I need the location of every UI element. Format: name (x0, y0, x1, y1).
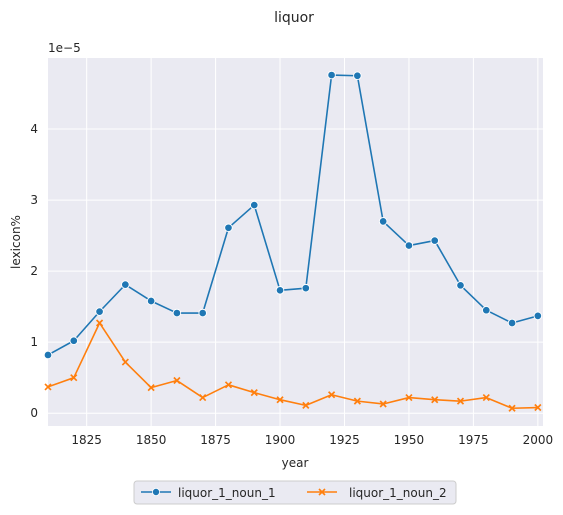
x-tick-label: 1850 (136, 433, 167, 447)
x-tick-label: 1875 (200, 433, 231, 447)
legend-marker-series-1 (152, 488, 159, 495)
data-point (276, 287, 284, 295)
data-point (302, 284, 310, 292)
legend-label-series-1: liquor_1_noun_1 (178, 486, 276, 500)
data-point (122, 281, 130, 289)
data-point (96, 308, 104, 316)
data-point (405, 242, 413, 250)
data-point (225, 224, 233, 232)
data-point (482, 306, 490, 314)
data-point (44, 351, 52, 359)
data-point (147, 297, 155, 305)
data-point (250, 201, 258, 209)
data-point (70, 337, 78, 345)
x-tick-label: 1900 (265, 433, 296, 447)
legend-label-series-2: liquor_1_noun_2 (349, 486, 447, 500)
data-point (431, 237, 439, 245)
data-point (457, 282, 465, 290)
y-axis-label: lexicon% (9, 215, 23, 269)
y-tick-label: 1 (30, 335, 38, 349)
data-point (173, 309, 181, 317)
data-point (328, 71, 336, 79)
data-point (354, 72, 362, 80)
x-tick-label: 1925 (329, 433, 360, 447)
x-tick-label: 1975 (458, 433, 489, 447)
x-tick-label: 1950 (394, 433, 425, 447)
y-tick-label: 0 (30, 406, 38, 420)
x-tick-label: 1825 (71, 433, 102, 447)
plot-area (48, 58, 543, 426)
y-tick-label: 4 (30, 122, 38, 136)
data-point (534, 312, 542, 320)
x-axis-label: year (282, 456, 309, 470)
data-point (199, 309, 207, 317)
data-point (379, 218, 387, 226)
data-point (508, 319, 516, 327)
legend: liquor_1_noun_1 liquor_1_noun_2 (134, 481, 456, 504)
chart-title: liquor (274, 10, 314, 26)
y-tick-label: 3 (30, 193, 38, 207)
y-tick-label: 2 (30, 264, 38, 278)
x-tick-label: 2000 (523, 433, 554, 447)
y-axis-offset-label: 1e−5 (48, 41, 81, 55)
